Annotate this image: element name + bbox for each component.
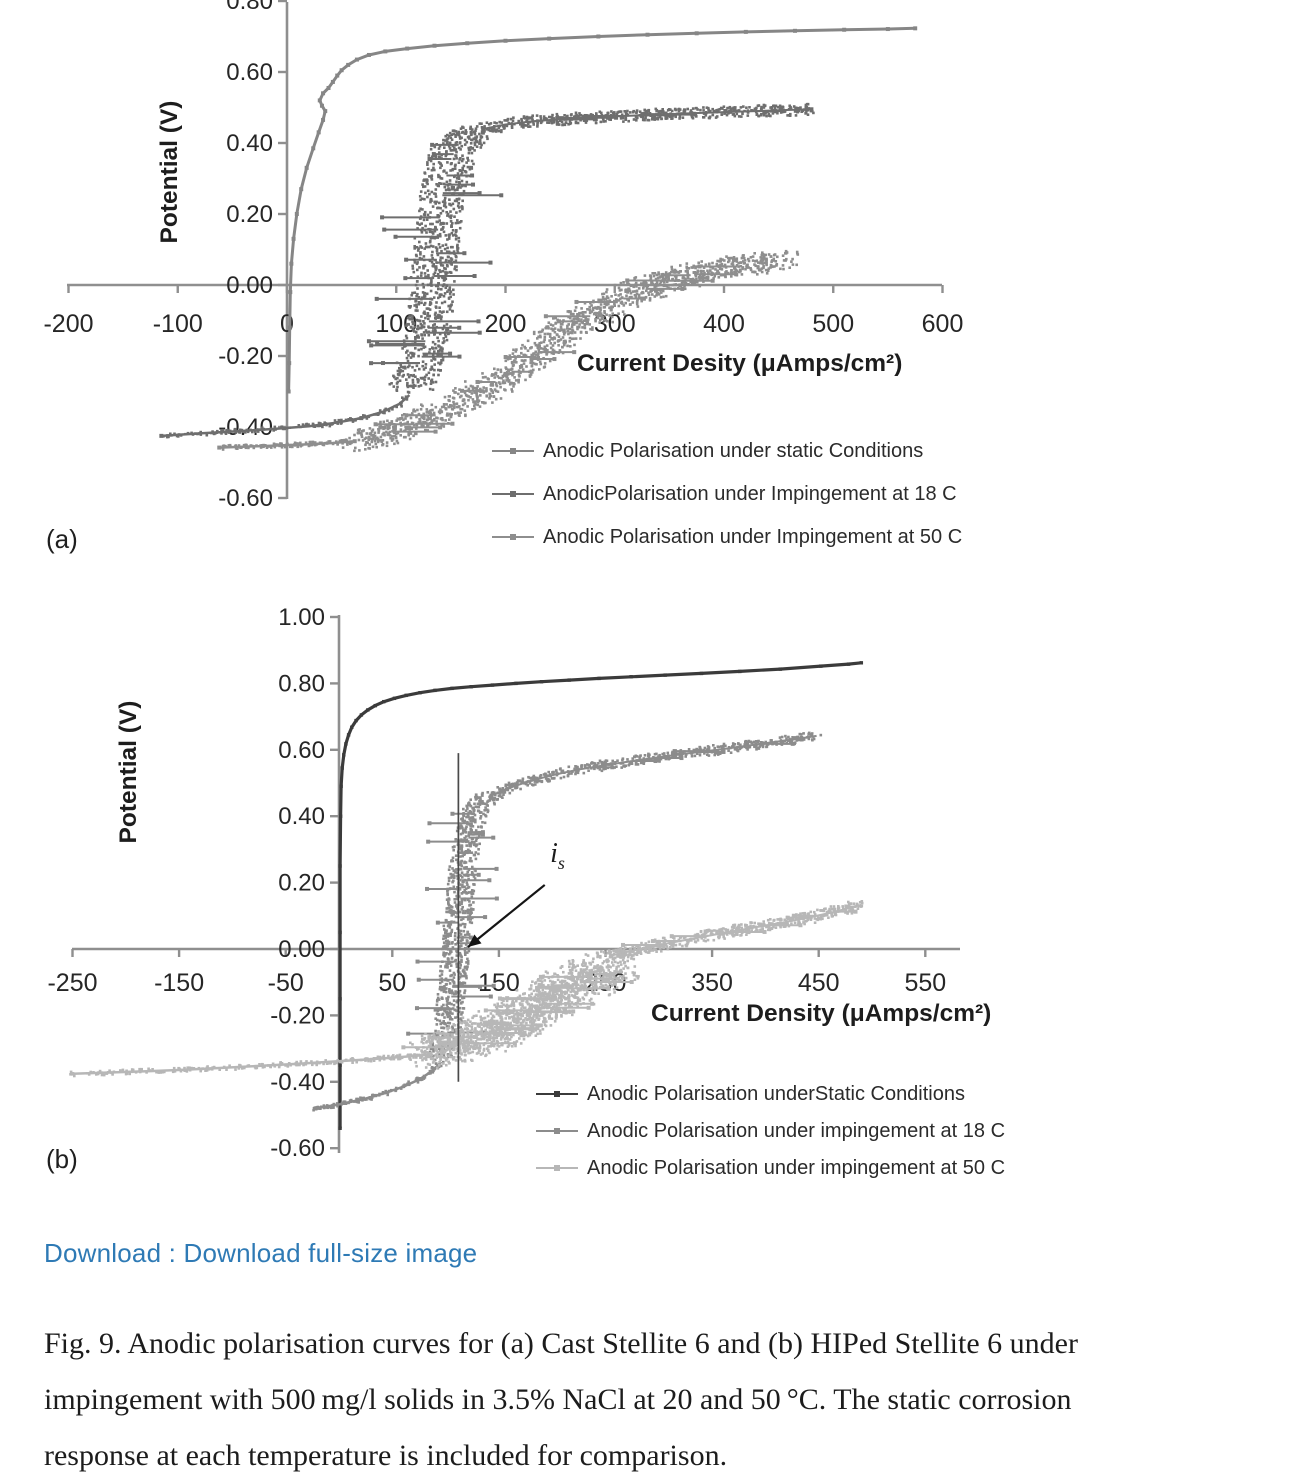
y-tick-label: -0.40 — [218, 414, 273, 441]
legend-marker-icon — [492, 446, 534, 456]
series-static — [286, 26, 918, 394]
caption-line: Fig. 9. Anodic polarisation curves for (… — [44, 1327, 1078, 1360]
y-tick-label: -0.60 — [218, 485, 273, 512]
legend-label: AnodicPolarisation under Impingement at … — [543, 482, 957, 505]
y-tick-label: -0.40 — [270, 1069, 325, 1096]
x-tick-label: -250 — [47, 969, 97, 997]
legend-label: Anodic Polarisation under Impingement at… — [543, 525, 963, 548]
legend-item-static: Anodic Polarisation under static Conditi… — [492, 438, 962, 464]
series-impingement-50C-top — [602, 900, 864, 961]
series-impingement-18C-tail — [159, 394, 411, 439]
y-tick-label: 0.20 — [278, 870, 325, 897]
y-tick-label: 0.40 — [226, 130, 273, 157]
x-tick-label: 100 — [375, 310, 417, 338]
download-full-size-image-link[interactable]: Download : Download full-size image — [44, 1238, 478, 1268]
panel-label-b: (b) — [46, 1144, 78, 1174]
arrowhead-icon — [467, 934, 482, 948]
legend-item-static: Anodic Polarisation underStatic Conditio… — [536, 1082, 1005, 1106]
caption-line: impingement with 500 mg/l solids in 3.5%… — [44, 1383, 1072, 1416]
caption-line: response at each temperature is included… — [44, 1439, 728, 1472]
legend-marker-icon — [536, 1126, 578, 1136]
x-axis-title: Current Desity (μAmps/cm²) — [577, 350, 902, 377]
polarisation-chart-b: -250-150-50501502503504505501.000.800.60… — [47, 604, 991, 1162]
x-tick-label: 200 — [485, 310, 527, 338]
y-tick-label: -0.20 — [270, 1002, 325, 1029]
legend-marker-icon — [492, 489, 534, 499]
series-impingement-18C-tail — [312, 1060, 445, 1112]
x-tick-label: -150 — [154, 969, 204, 997]
legend-label: Anodic Polarisation under impingement at… — [587, 1156, 1006, 1179]
x-tick-label: 350 — [691, 969, 733, 997]
y-tick-label: -0.60 — [270, 1135, 325, 1162]
is-annotation-label: is — [550, 838, 565, 873]
series-impingement-18C-band — [366, 124, 504, 394]
x-tick-label: 150 — [478, 969, 520, 997]
x-tick-label: 50 — [378, 969, 406, 997]
x-tick-label: 500 — [812, 310, 854, 338]
y-tick-label: 1.00 — [278, 604, 325, 631]
x-tick-label: 450 — [798, 969, 840, 997]
legend-chart-b: Anodic Polarisation underStatic Conditio… — [536, 1082, 1005, 1193]
legend-label: Anodic Polarisation underStatic Conditio… — [587, 1082, 965, 1105]
legend-item-50c: Anodic Polarisation under impingement at… — [536, 1156, 1005, 1180]
x-tick-label: -200 — [43, 310, 93, 338]
y-axis-title: Potential (V) — [115, 701, 142, 844]
x-tick-label: 550 — [904, 969, 946, 997]
legend-item-18c: Anodic Polarisation under impingement at… — [536, 1119, 1005, 1143]
series-impingement-50C-band — [336, 249, 800, 453]
y-axis-title: Potential (V) — [156, 101, 183, 244]
y-tick-label: 0.20 — [226, 201, 273, 228]
legend-item-50c: Anodic Polarisation under Impingement at… — [492, 524, 962, 550]
series-impingement-18C-top — [489, 731, 823, 800]
legend-item-18c: AnodicPolarisation under Impingement at … — [492, 481, 962, 507]
x-tick-label: 0 — [280, 310, 294, 338]
annotation-arrow — [467, 884, 546, 948]
legend-marker-icon — [492, 532, 534, 542]
series-impingement-50C-tail — [69, 1052, 431, 1078]
y-tick-label: 0.00 — [278, 936, 325, 963]
y-tick-label: 0.60 — [226, 59, 273, 86]
y-tick-label: 0.80 — [226, 0, 273, 15]
y-tick-label: 0.60 — [278, 737, 325, 764]
series-static — [338, 661, 864, 1130]
legend-chart-a: Anodic Polarisation under static Conditi… — [492, 438, 962, 567]
x-tick-label: 600 — [922, 310, 964, 338]
y-tick-label: 0.00 — [226, 272, 273, 299]
legend-label: Anodic Polarisation under static Conditi… — [543, 439, 924, 462]
legend-marker-icon — [536, 1089, 578, 1099]
y-tick-label: 0.40 — [278, 803, 325, 830]
legend-marker-icon — [536, 1163, 578, 1173]
y-tick-label: -0.20 — [218, 343, 273, 370]
legend-label: Anodic Polarisation under impingement at… — [587, 1119, 1006, 1142]
figure-caption: Fig. 9. Anodic polarisation curves for (… — [44, 1316, 1274, 1480]
polarisation-chart-a: -200 -100 0 100 200 300 400 500 6000.800.600.400… — [43, 0, 964, 512]
x-tick-label: -50 — [268, 969, 304, 997]
x-tick-label: -100 — [153, 310, 203, 338]
x-tick-label: 400 — [703, 310, 745, 338]
y-tick-label: 0.80 — [278, 670, 325, 697]
series-impingement-18C-top — [475, 102, 815, 134]
panel-label-a: (a) — [46, 524, 78, 554]
x-axis-title: Current Density (μAmps/cm²) — [651, 1000, 991, 1027]
